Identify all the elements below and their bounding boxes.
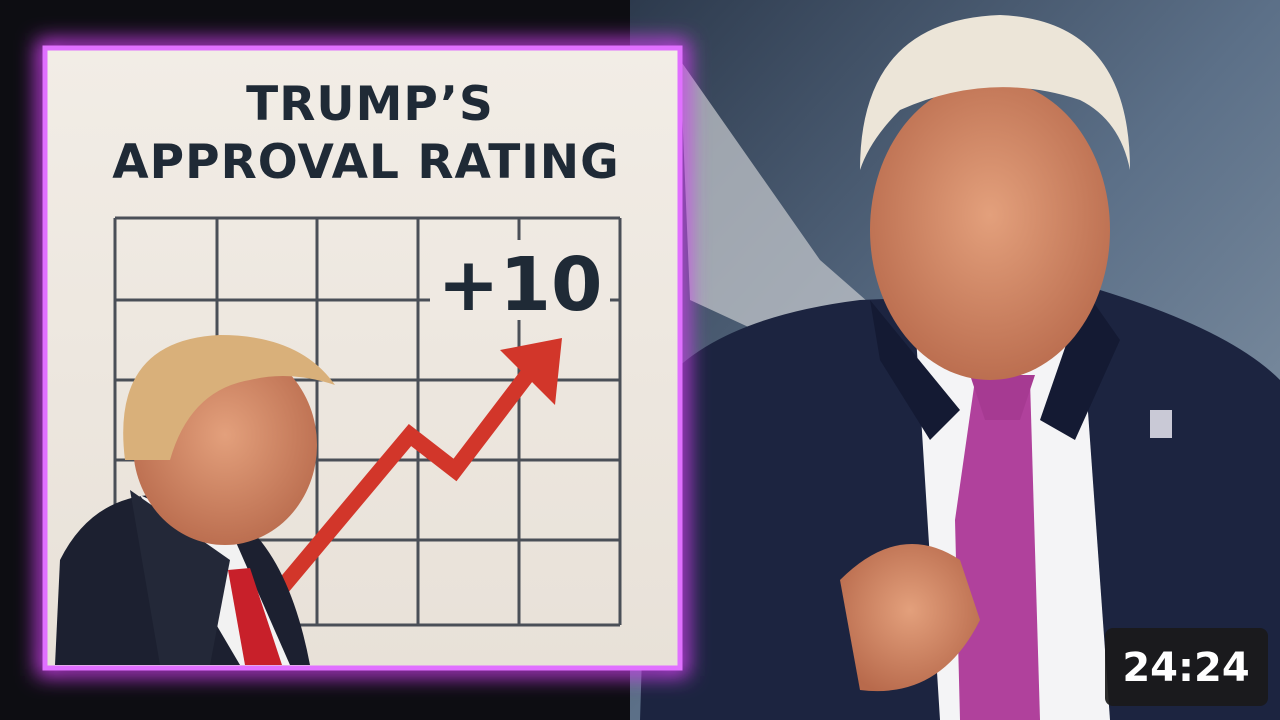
panel-title-line: TRUMP’S (246, 77, 494, 132)
person-right (640, 15, 1280, 720)
arrow-head (500, 338, 562, 405)
aircraft-shape (680, 60, 900, 360)
label-backdrop (430, 240, 610, 320)
change-label: +10 (438, 242, 603, 328)
duration: 24:24 (1122, 645, 1249, 691)
duration-badge (1105, 628, 1268, 706)
person-left (55, 335, 335, 665)
trend-arrow (273, 360, 542, 596)
panel-title-line: APPROVAL RATING (112, 135, 619, 190)
